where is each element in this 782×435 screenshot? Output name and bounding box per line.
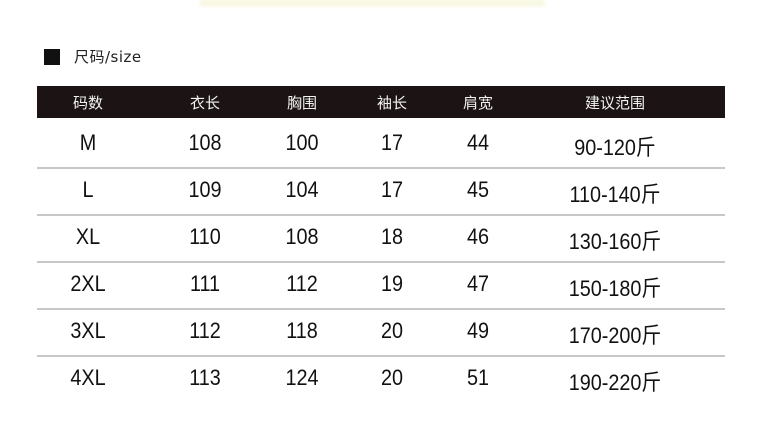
table-cell: 20: [380, 318, 404, 343]
table-cell: 108: [188, 130, 222, 155]
table-cell: 112: [189, 318, 221, 343]
column-header: 肩宽: [462, 94, 494, 112]
column-header: 胸围: [286, 94, 318, 112]
table-cell: 104: [285, 177, 319, 202]
table-cell: 44: [466, 130, 490, 155]
table-cell: 110: [189, 224, 221, 249]
table-cell: 4XL: [70, 365, 106, 390]
table-cell: 46: [466, 224, 490, 249]
table-cell: 170-200斤: [568, 323, 662, 348]
table-cell: 130-160斤: [568, 229, 662, 254]
table-cell: 113: [189, 365, 221, 390]
column-header: 码数: [72, 94, 104, 112]
column-header: 建议范围: [584, 94, 646, 112]
table-cell: 150-180斤: [568, 276, 662, 301]
table-cell: 45: [466, 177, 490, 202]
table-cell: 90-120斤: [574, 135, 656, 160]
table-cell: 3XL: [70, 318, 106, 343]
table-cell: 112: [286, 271, 318, 296]
table-cell: 118: [286, 318, 318, 343]
table-header: 码数 衣长 胸围 袖长 肩宽 建议范围: [37, 86, 725, 118]
square-bullet-icon: [44, 48, 60, 65]
table-row: 3XL 112 118 20 49 170-200斤: [37, 308, 725, 357]
table-cell: 108: [285, 224, 319, 249]
table-cell: 109: [188, 177, 222, 202]
table-row: 4XL 113 124 20 51 190-220斤: [37, 355, 725, 402]
section-title: 尺码/size: [44, 46, 142, 67]
table-row: M 108 100 17 44 90-120斤: [37, 120, 725, 169]
table-cell: 111: [189, 271, 221, 296]
table-cell: 124: [285, 365, 319, 390]
table-cell: 110-140斤: [569, 182, 661, 207]
table-cell: 49: [466, 318, 490, 343]
table-cell: 18: [380, 224, 404, 249]
table-cell: 20: [380, 365, 404, 390]
table-cell: 51: [466, 365, 490, 390]
table-cell: M: [79, 130, 97, 155]
table-row: L 109 104 17 45 110-140斤: [37, 167, 725, 216]
table-cell: 17: [380, 130, 404, 155]
table-cell: 2XL: [70, 271, 106, 296]
table-cell: 47: [466, 271, 490, 296]
table-row: XL 110 108 18 46 130-160斤: [37, 214, 725, 263]
section-title-text: 尺码/size: [74, 48, 142, 66]
column-header: 衣长: [189, 94, 221, 112]
table-cell: 19: [380, 271, 404, 296]
table-cell: L: [82, 177, 94, 202]
table-cell: XL: [75, 224, 101, 249]
table-cell: 100: [285, 130, 319, 155]
table-cell: 190-220斤: [568, 370, 662, 395]
table-cell: 17: [380, 177, 404, 202]
faded-banner: [200, 0, 545, 6]
table-row: 2XL 111 112 19 47 150-180斤: [37, 261, 725, 310]
column-header: 袖长: [376, 94, 408, 112]
